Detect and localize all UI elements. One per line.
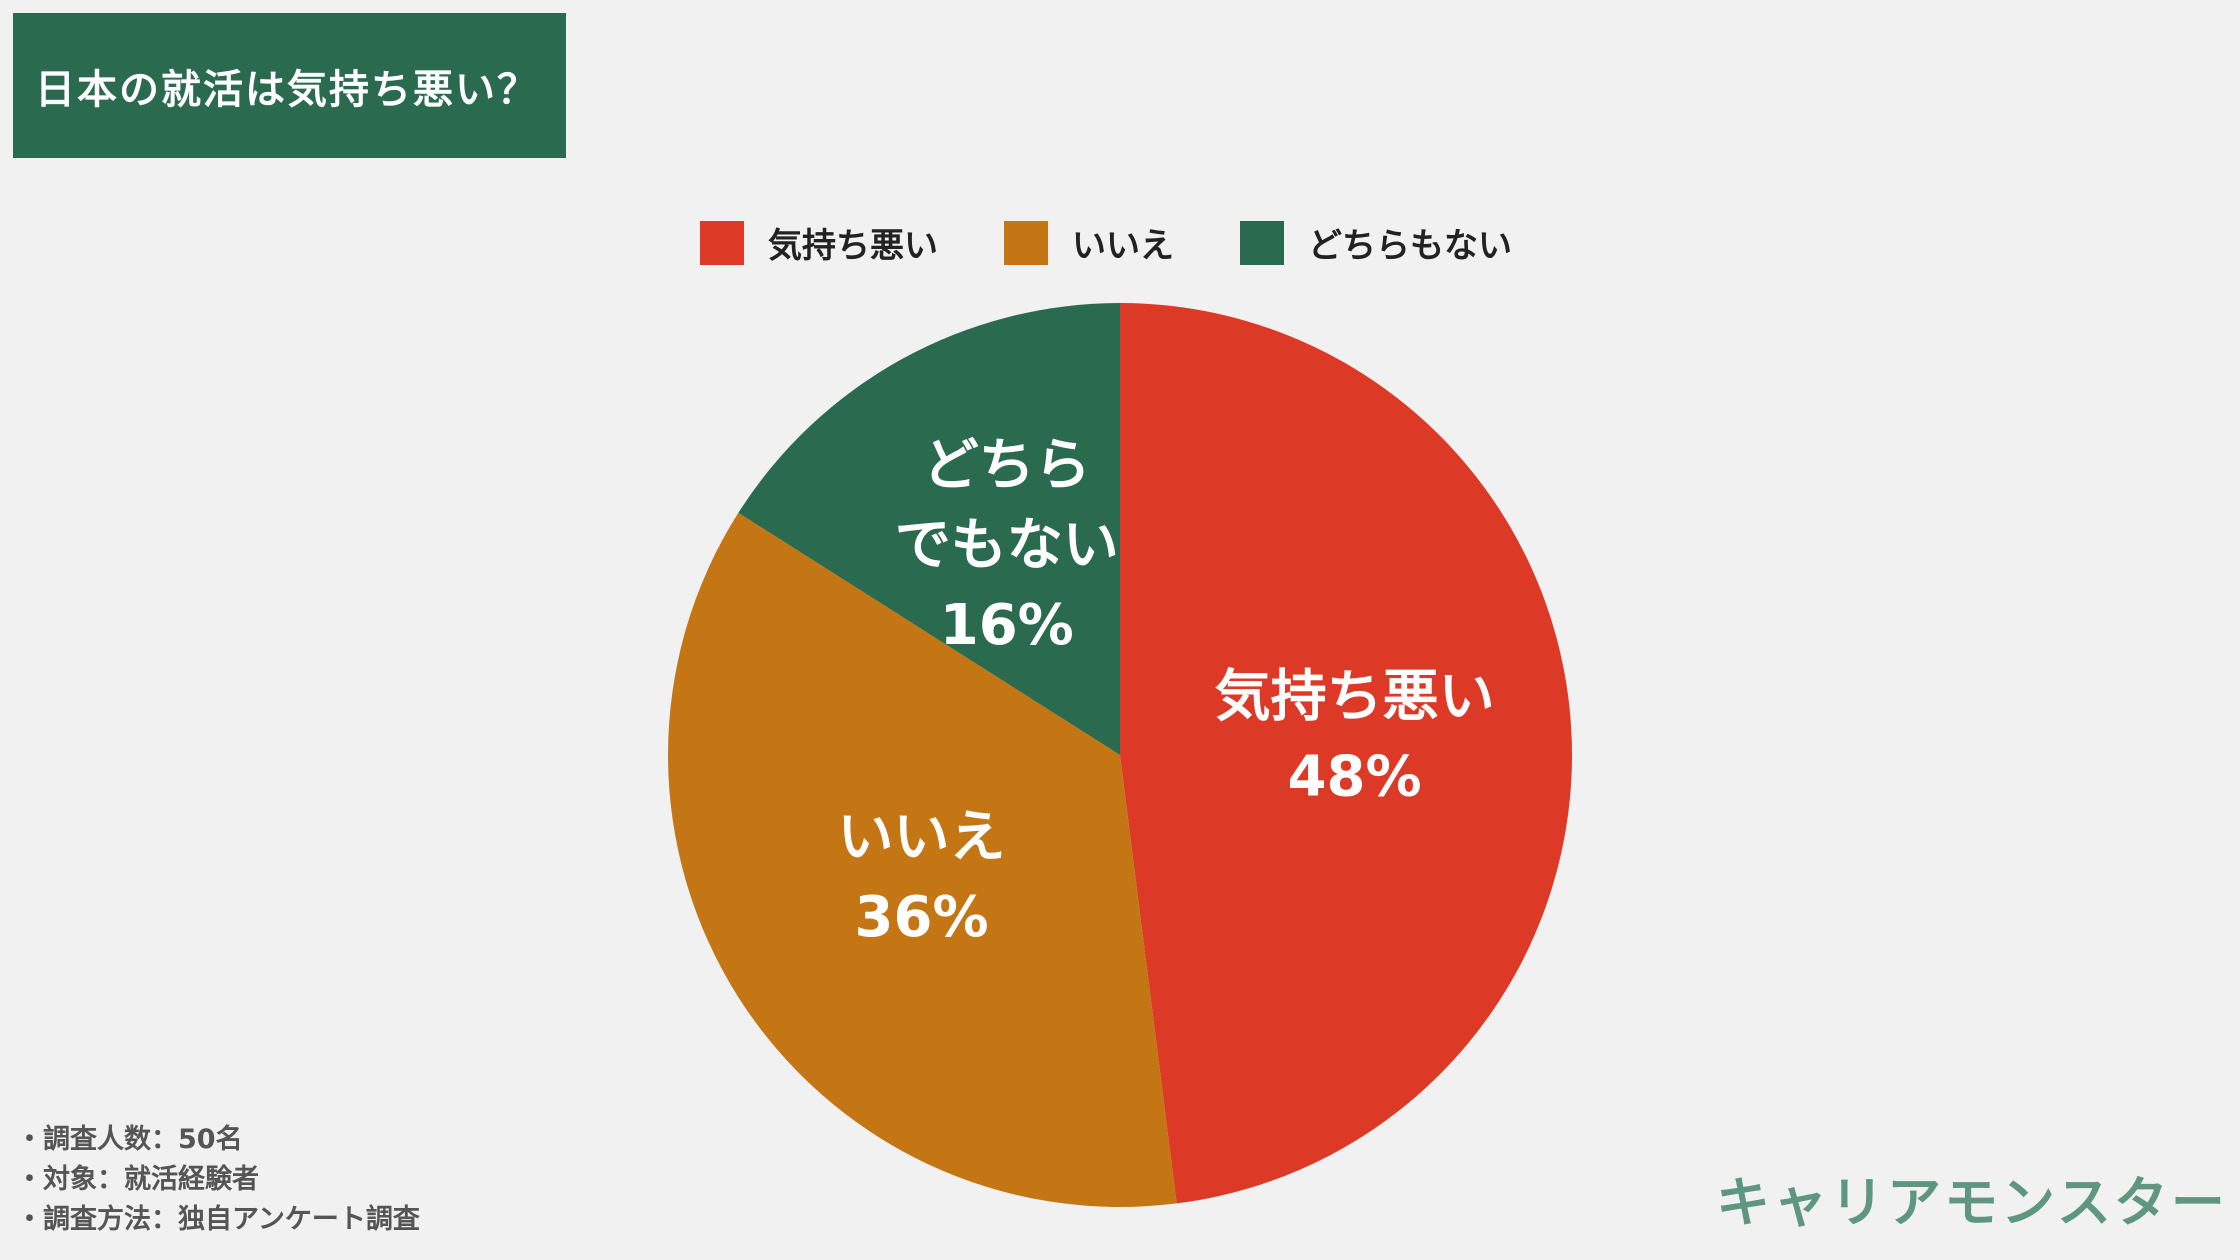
legend-label: 気持ち悪い (768, 226, 938, 266)
legend-label: どちらもない (1308, 226, 1512, 266)
legend: 気持ち悪い いいえ どちらもない (700, 218, 1512, 267)
legend-item-iie: いいえ (1004, 218, 1174, 267)
survey-notes: ・調査人数：50名 ・対象：就活経験者 ・調査方法：独自アンケート調査 (16, 1120, 420, 1240)
slice-category-label: でもない (895, 513, 1119, 578)
slice-percent-label: 16% (940, 593, 1074, 658)
note-sample-size: ・調査人数：50名 (16, 1124, 243, 1155)
title-banner: 日本の就活は気持ち悪い？ (13, 13, 566, 158)
legend-swatch (1240, 220, 1284, 265)
pie-slice-2 (738, 303, 1120, 755)
slice-category-label: 気持ち悪い (1215, 664, 1495, 729)
chart-title: 日本の就活は気持ち悪い？ (35, 66, 539, 113)
legend-swatch (700, 220, 744, 265)
pie-slice-1 (667, 512, 1177, 1207)
legend-item-dochiramonai: どちらもない (1240, 218, 1512, 267)
slice-percent-label: 36% (855, 885, 989, 950)
pie-slice-0 (1120, 303, 1573, 1204)
legend-label: いいえ (1072, 226, 1174, 266)
note-method: ・調査方法：独自アンケート調査 (16, 1204, 420, 1235)
legend-swatch (1004, 220, 1048, 265)
slice-category-label: いいえ (838, 805, 1006, 870)
slice-category-label: どちら (923, 433, 1091, 498)
brand-logo-text: キャリアモンスター (1716, 1171, 2228, 1234)
slice-percent-label: 48% (1288, 744, 1422, 809)
note-target: ・対象：就活経験者 (16, 1164, 259, 1195)
legend-item-kimochiwarui: 気持ち悪い (700, 218, 938, 267)
